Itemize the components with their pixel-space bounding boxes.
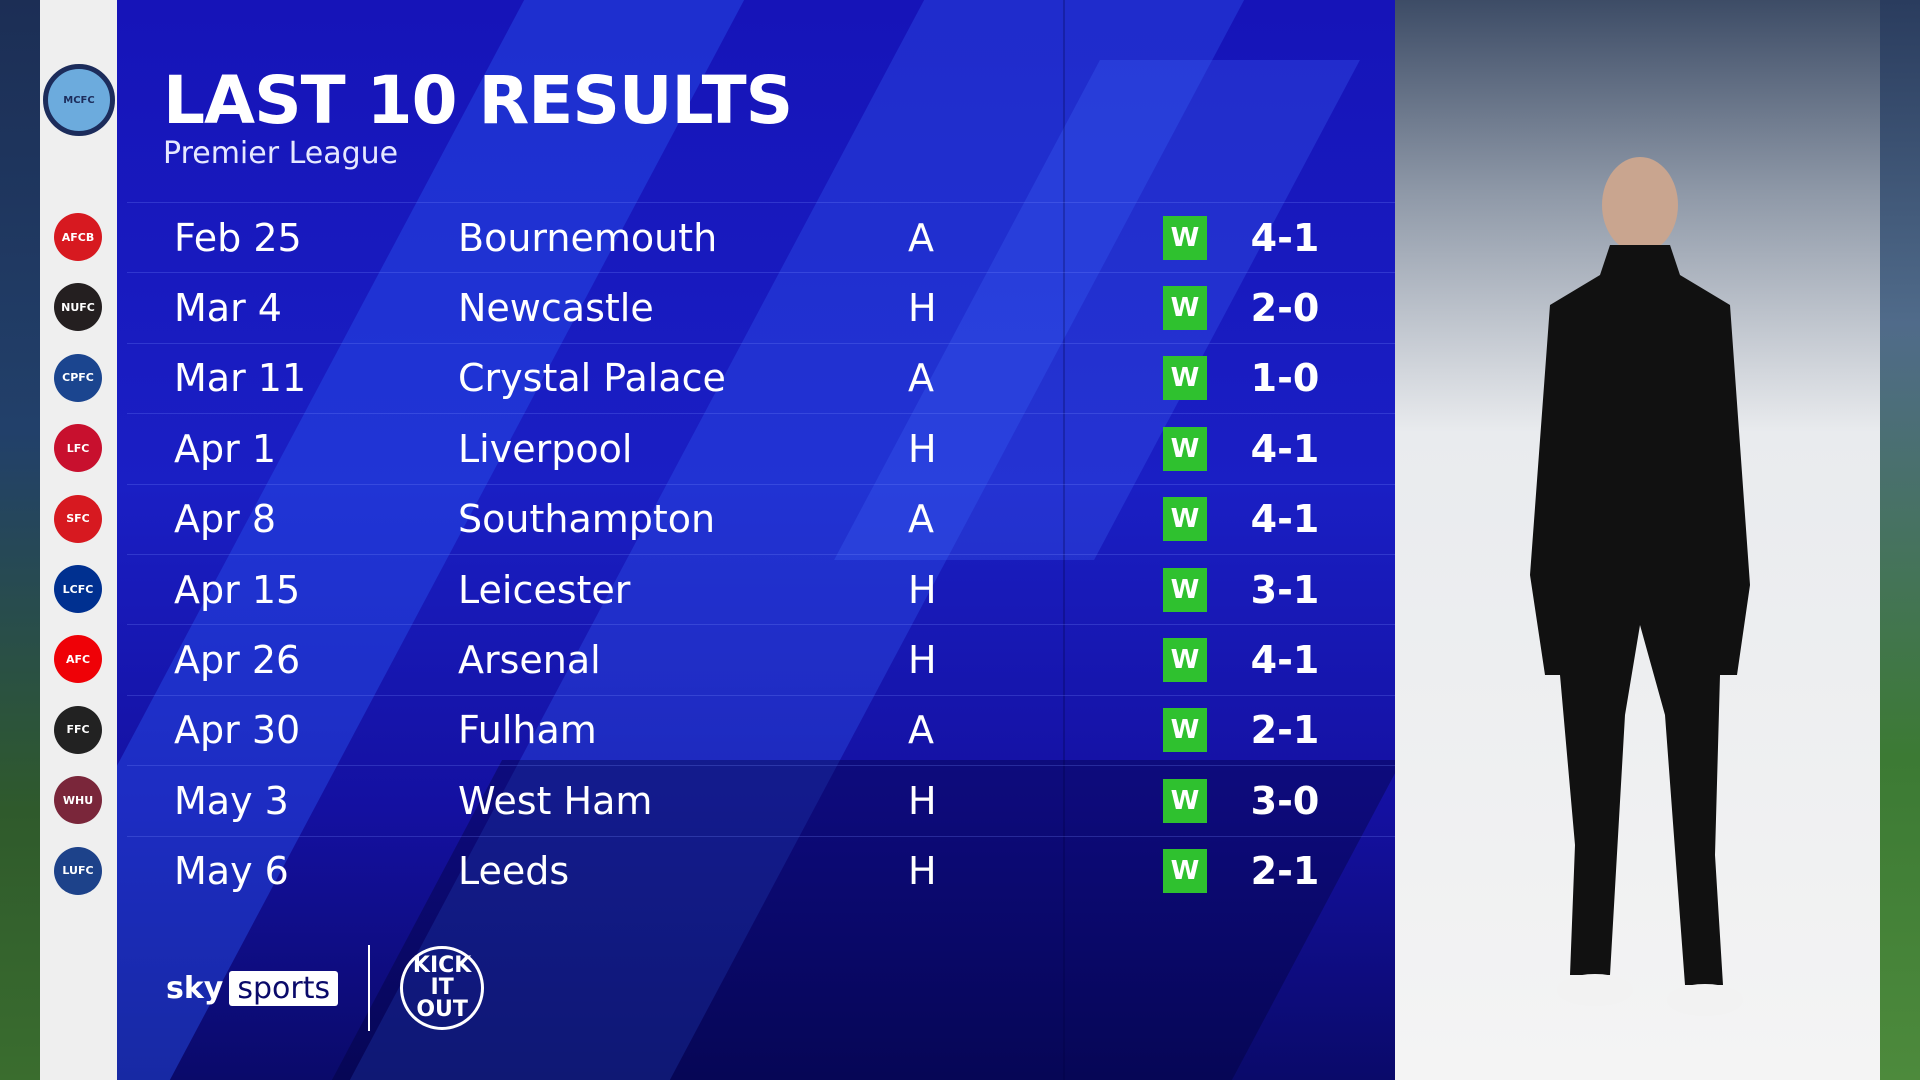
result-row: Mar 11 Crystal Palace A W 1-0	[127, 342, 1395, 413]
venue: H	[908, 638, 937, 683]
venue: A	[908, 215, 934, 260]
badge-column: MCFC AFCB NUFC CPFC LFC SFC LCFC AFC FFC WHU LUFC	[40, 0, 117, 1080]
opponent-name: Crystal Palace	[458, 356, 726, 401]
result-row: Apr 30 Fulham A W 2-1	[127, 694, 1395, 765]
venue: A	[908, 356, 934, 401]
match-date: Apr 26	[174, 638, 301, 683]
score: 4-1	[1250, 215, 1320, 260]
match-date: Apr 30	[174, 708, 301, 753]
result-badge: W	[1163, 708, 1207, 753]
opponent-badge: LUFC	[54, 846, 102, 895]
venue: H	[908, 849, 937, 894]
result-badge: W	[1163, 215, 1207, 260]
opponent-badge: WHU	[54, 776, 102, 825]
opponent-name: Liverpool	[458, 426, 633, 471]
page-title: LAST 10 RESULTS	[163, 62, 793, 139]
score: 4-1	[1250, 638, 1320, 683]
score: 3-1	[1250, 567, 1320, 612]
opponent-name: Newcastle	[458, 286, 654, 331]
result-badge: W	[1163, 638, 1207, 683]
score: 3-0	[1250, 778, 1320, 823]
opponent-name: Arsenal	[458, 638, 601, 683]
opponent-badge: CPFC	[54, 353, 102, 402]
opponent-name: Leeds	[458, 849, 570, 894]
opponent-badge: LFC	[54, 424, 102, 473]
result-badge: W	[1163, 567, 1207, 612]
opponent-badge: AFCB	[54, 213, 102, 261]
result-row: Apr 1 Liverpool H W 4-1	[127, 413, 1395, 483]
score: 4-1	[1250, 497, 1320, 542]
opponent-badge: LCFC	[54, 565, 102, 613]
opponent-name: West Ham	[458, 778, 653, 823]
match-date: Feb 25	[174, 215, 302, 260]
result-row: Apr 8 Southampton A W 4-1	[127, 483, 1395, 554]
competition-subtitle: Premier League	[163, 136, 399, 171]
venue: A	[908, 497, 934, 542]
result-row: Feb 25 Bournemouth A W 4-1	[127, 202, 1395, 272]
venue: A	[908, 708, 934, 753]
result-row: Mar 4 Newcastle H W 2-0	[127, 272, 1395, 342]
result-badge: W	[1163, 778, 1207, 823]
opponent-badge: SFC	[54, 494, 102, 543]
result-row: Apr 26 Arsenal H W 4-1	[127, 624, 1395, 694]
results-list: Feb 25 Bournemouth A W 4-1 Mar 4 Newcastl…	[127, 202, 1395, 906]
match-date: May 6	[174, 849, 289, 894]
opponent-badge: NUFC	[54, 283, 102, 332]
score: 1-0	[1250, 356, 1320, 401]
results-panel: LAST 10 RESULTS Premier League Feb 25 Bo…	[117, 0, 1395, 1080]
opponent-badge: AFC	[54, 635, 102, 684]
match-date: Mar 4	[174, 286, 282, 331]
footer-logos: sky sports KICK IT OUT	[166, 945, 485, 1031]
venue: H	[908, 426, 937, 471]
venue: H	[908, 567, 937, 612]
opponent-name: Leicester	[458, 567, 631, 612]
background-stadium-right	[1880, 0, 1920, 1080]
manager-figure	[1530, 157, 1750, 1016]
result-badge: W	[1163, 356, 1207, 401]
match-date: May 3	[174, 778, 289, 823]
result-row: May 3 West Ham H W 3-0	[127, 765, 1395, 835]
score: 2-1	[1250, 849, 1320, 894]
match-date: Apr 1	[174, 426, 276, 471]
result-badge: W	[1163, 426, 1207, 471]
logo-divider	[368, 945, 371, 1031]
match-date: Apr 15	[174, 567, 301, 612]
match-date: Mar 11	[174, 356, 307, 401]
manager-photo	[1395, 0, 1880, 1080]
match-date: Apr 8	[174, 497, 276, 542]
background-stadium-left	[0, 0, 40, 1080]
score: 2-1	[1250, 708, 1320, 753]
opponent-name: Fulham	[458, 708, 597, 753]
column-divider	[1063, 0, 1065, 1080]
score: 2-0	[1250, 286, 1320, 331]
opponent-badge: FFC	[54, 705, 102, 754]
opponent-name: Bournemouth	[458, 215, 718, 260]
result-badge: W	[1163, 849, 1207, 894]
result-badge: W	[1163, 497, 1207, 542]
venue: H	[908, 778, 937, 823]
sky-sports-logo: sky sports	[166, 970, 339, 1006]
score: 4-1	[1250, 426, 1320, 471]
result-badge: W	[1163, 286, 1207, 331]
man-city-badge: MCFC	[43, 64, 115, 136]
kick-it-out-logo: KICK IT OUT	[400, 946, 485, 1030]
result-row: Apr 15 Leicester H W 3-1	[127, 553, 1395, 624]
opponent-name: Southampton	[458, 497, 716, 542]
result-row: May 6 Leeds H W 2-1	[127, 835, 1395, 906]
venue: H	[908, 286, 937, 331]
